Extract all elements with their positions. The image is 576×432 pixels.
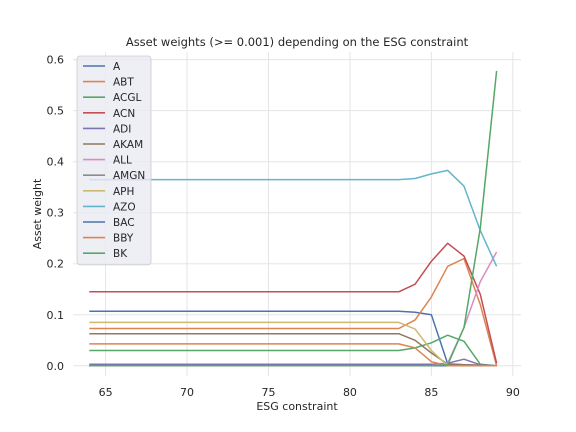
y-tick-label: 0.2 [47,258,65,271]
series-lines [89,70,498,367]
legend-label: BAC [113,217,135,229]
legend-label: AZO [113,201,136,213]
y-tick-label: 0.6 [47,54,65,67]
legend-label: ABT [113,77,134,89]
legend-label: A [113,61,121,73]
legend: A ABT ACGL ACN ADI AKAM ALL AMGN APH AZO BAC BBY BK [76,55,152,266]
y-tick-label: 0.1 [47,309,65,322]
x-tick-label: 70 [180,386,194,399]
x-tick-label: 90 [506,386,520,399]
legend-label: BBY [113,233,134,245]
legend-frame [76,55,152,266]
series-line-acgl [89,334,497,367]
y-tick-label: 0.0 [47,360,65,373]
x-axis-label: ESG constraint [256,400,338,413]
x-tick-label: 65 [99,386,113,399]
x-tick-label: 75 [261,386,275,399]
legend-label: APH [113,186,134,198]
y-tick-label: 0.5 [47,105,65,118]
legend-label: AMGN [113,170,145,182]
legend-label: ACGL [113,92,141,104]
legend-label: ACN [113,108,135,120]
series-line-abt [89,257,498,366]
x-axis-ticks: 65 70 75 80 85 90 [99,386,520,399]
legend-label: ADI [113,123,131,135]
series-line-bk [89,70,498,367]
x-tick-label: 85 [424,386,438,399]
x-tick-label: 80 [343,386,357,399]
series-line-bby [89,343,497,367]
legend-label: ALL [113,155,132,167]
y-axis-ticks: 0.0 0.1 0.2 0.3 0.4 0.5 0.6 [47,54,65,373]
chart-title: Asset weights (>= 0.001) depending on th… [126,35,469,49]
legend-label: AKAM [113,139,143,151]
y-tick-label: 0.3 [47,207,65,220]
y-tick-label: 0.4 [47,156,65,169]
y-axis-label: Asset weight [31,178,44,249]
series-line-azo [89,169,498,267]
legend-label: BK [113,248,128,260]
